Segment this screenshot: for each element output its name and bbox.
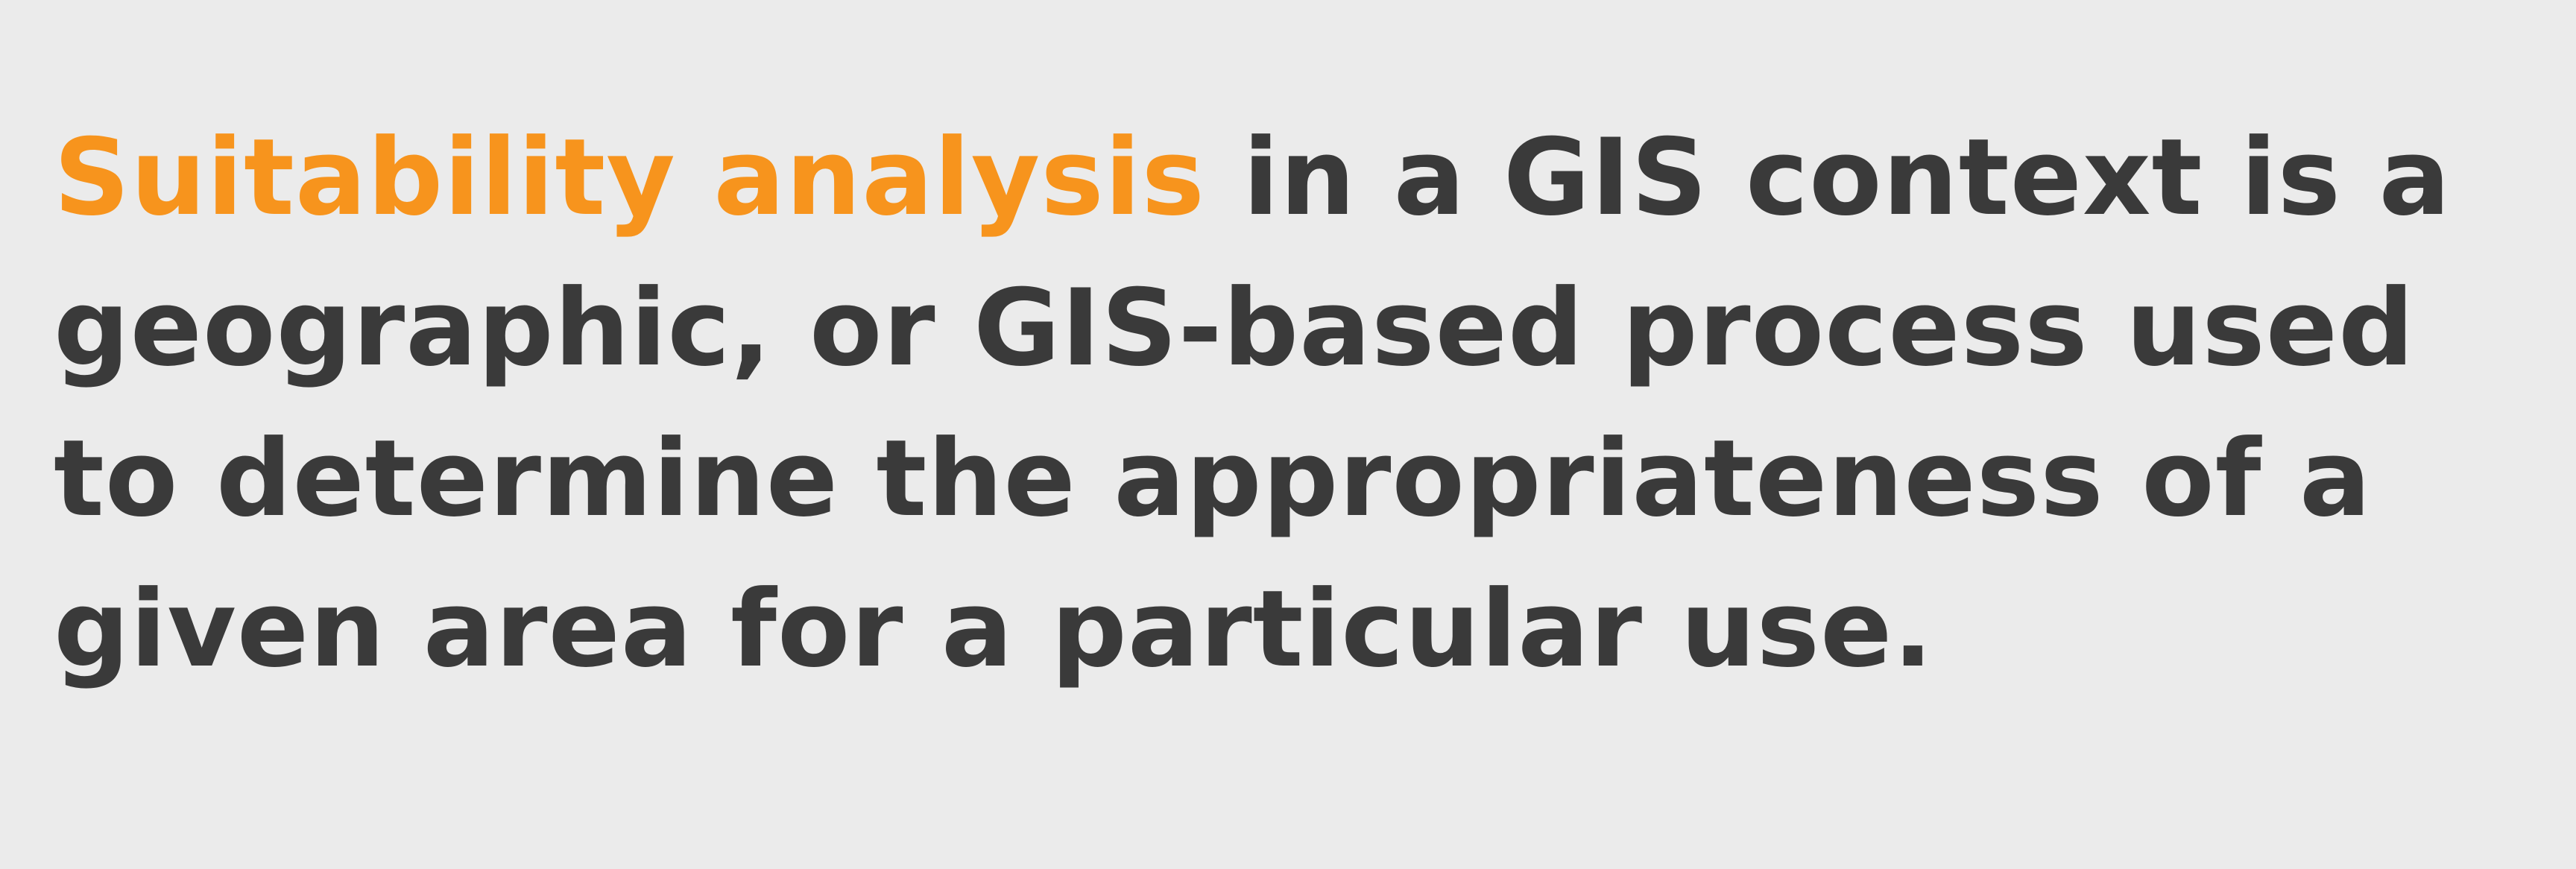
highlighted-term: Suitability analysis [54,116,1205,239]
definition-body: in a GIS context is a geographic, or GIS… [54,116,2452,691]
definition-statement: Suitability analysis in a GIS context is… [54,103,2536,705]
